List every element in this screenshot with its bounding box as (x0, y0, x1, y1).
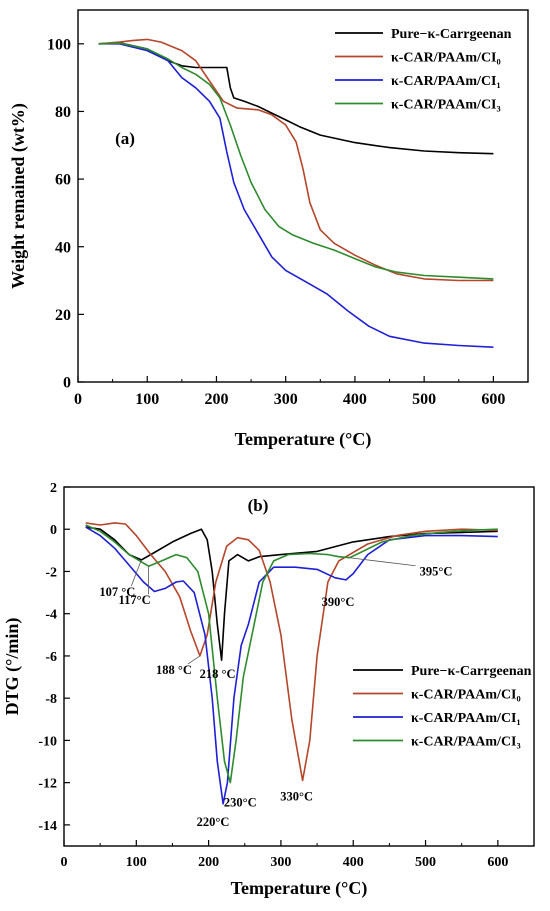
x-tick-label: 300 (274, 391, 298, 408)
peak-annotation: 390°C (322, 595, 355, 609)
y-tick-label: 60 (55, 172, 71, 189)
y-tick-label: 100 (47, 36, 71, 53)
peak-annotation: 188 °C (156, 663, 192, 677)
series-line-ci1 (85, 526, 498, 805)
series-line-ci3 (98, 42, 494, 280)
plot-frame (77, 9, 529, 383)
y-tick-label: 2 (50, 481, 57, 496)
y-axis-title: DTG (°/min) (2, 618, 23, 716)
y-axis-title: Weight remained (wt%) (8, 103, 29, 289)
y-tick-label: -2 (45, 565, 57, 580)
series-line-ci0 (85, 522, 498, 782)
legend-label: Pure−κ-Carrgeenan (411, 664, 532, 679)
x-tick-label: 400 (343, 855, 364, 870)
legend-label: κ-CAR/PAAm/CI₁ (391, 74, 501, 89)
x-tick-label: 400 (343, 391, 367, 408)
panel-label: (a) (115, 129, 135, 148)
x-tick-label: 0 (74, 391, 82, 408)
y-tick-label: -12 (38, 777, 57, 792)
chart-panel-a: 0 100 200 300 400 500 600 0 20 40 60 80 100 Temperatu… (8, 9, 529, 450)
x-tick-label: 300 (270, 855, 291, 870)
x-tick-label: 0 (61, 855, 68, 870)
x-tick-label: 500 (412, 391, 436, 408)
x-tick-label: 600 (487, 855, 508, 870)
series-line-ci3 (85, 524, 498, 784)
peak-annotation: 218 °C (200, 667, 236, 681)
y-tick-label: -6 (45, 650, 57, 665)
y-tick-label: 20 (55, 307, 71, 324)
legend-label: κ-CAR/PAAm/CI₃ (391, 98, 501, 113)
x-tick-label: 500 (415, 855, 436, 870)
x-tick-label: 600 (481, 391, 505, 408)
chart-panel-b: 0 100 200 300 400 500 600 2 0 -2 -4 -6 -8 -10 -12 -14 Te… (2, 481, 535, 899)
annotation-leader (349, 557, 416, 567)
plot-frame (63, 486, 535, 847)
y-tick-label: 0 (50, 523, 57, 538)
peak-annotation: 330°C (280, 790, 313, 804)
panel-label: (b) (248, 496, 269, 515)
annotation-leader (187, 655, 201, 665)
peak-annotation: 107 °C (99, 585, 135, 599)
annotation-leader (130, 559, 142, 586)
y-tick-label: -10 (38, 734, 57, 749)
series-line-ci1 (98, 43, 494, 348)
legend-label: κ-CAR/PAAm/CI₀ (391, 51, 501, 66)
legend-label: κ-CAR/PAAm/CI₀ (411, 688, 521, 703)
y-tick-label: 0 (63, 375, 71, 392)
x-tick-label: 200 (198, 855, 219, 870)
legend-label: Pure−κ-Carrgeenan (391, 27, 512, 42)
y-tick-label: -4 (45, 608, 57, 623)
series-line-ci0 (98, 38, 494, 282)
peak-annotation: 395°C (420, 565, 453, 579)
peak-annotation: 230°C (224, 796, 257, 810)
x-tick-label: 200 (204, 391, 228, 408)
y-tick-label: 40 (55, 239, 71, 256)
x-tick-label: 100 (135, 391, 159, 408)
x-tick-label: 100 (126, 855, 147, 870)
x-axis-title: Temperature (°C) (235, 429, 372, 450)
peak-annotation: 117°C (119, 593, 151, 607)
y-tick-label: 80 (55, 104, 71, 121)
peak-annotation: 220°C (197, 815, 230, 829)
legend-label: κ-CAR/PAAm/CI₃ (411, 735, 521, 750)
y-tick-label: -8 (45, 692, 57, 707)
x-axis-title: Temperature (°C) (231, 878, 368, 899)
y-tick-label: -14 (38, 819, 57, 834)
legend-label: κ-CAR/PAAm/CI₁ (411, 711, 521, 726)
